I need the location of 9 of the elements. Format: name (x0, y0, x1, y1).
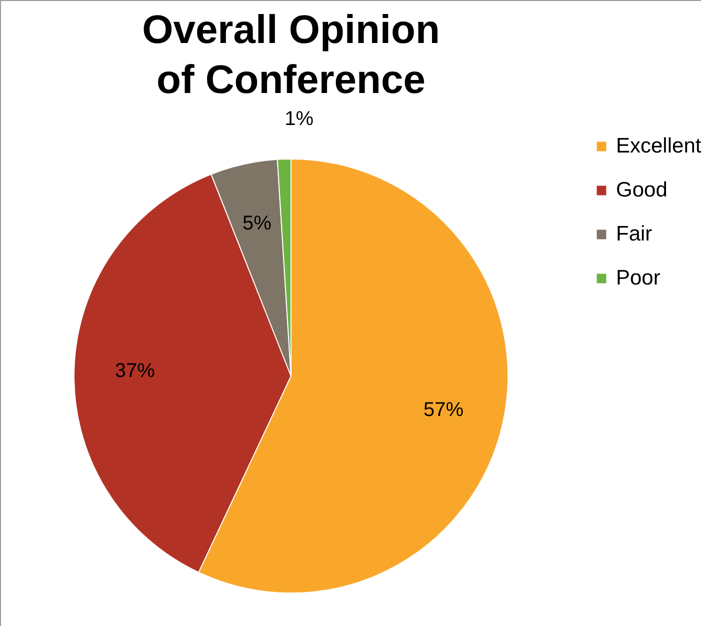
data-label: 37% (114, 360, 156, 382)
legend-label: Excellent (616, 134, 702, 158)
chart-title: Overall Opinion of Conference (142, 8, 440, 102)
data-label: 5% (242, 212, 272, 235)
legend-label: Poor (616, 266, 660, 290)
data-label: 57% (423, 399, 464, 422)
legend-label: Good (616, 178, 668, 202)
data-label: 1% (284, 108, 314, 130)
legend-label: Fair (616, 222, 652, 246)
